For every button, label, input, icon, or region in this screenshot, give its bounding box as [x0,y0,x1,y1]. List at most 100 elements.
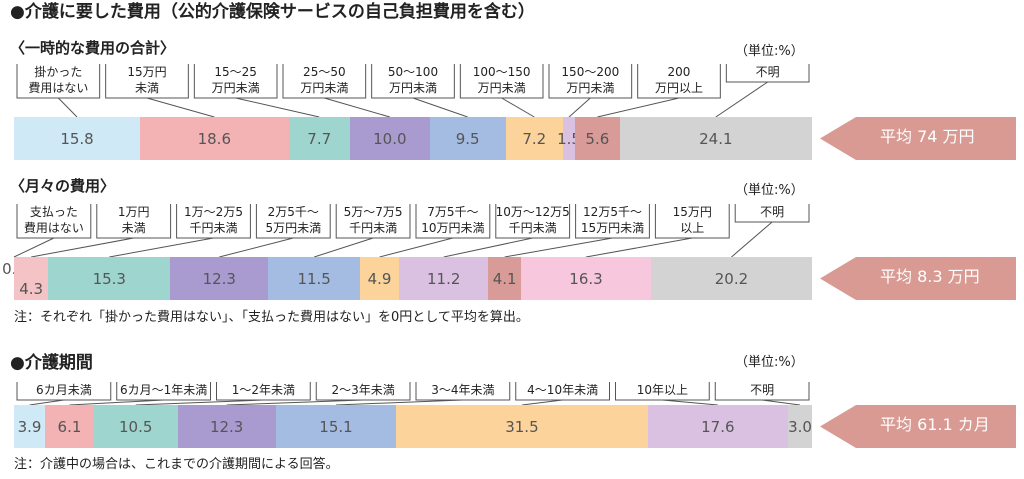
value-label: 18.6 [197,129,231,148]
leader-line [29,399,64,406]
bar-segment [788,405,812,448]
value-label: 3.0 [788,417,812,436]
value-label: 4.3 [19,279,44,298]
category-label: 7万5千～ 10万円未満 [421,205,485,235]
category-label: 12万5千～ 15万円未満 [580,205,645,235]
leader-line [412,97,468,118]
leader-line [324,97,390,118]
section-title: ●介護に要した費用（公的介護保険サービスの自己負担費用を含む） [10,2,535,22]
leader-line [548,64,633,99]
category-label: 2万5千～ 5万円未満 [265,205,322,235]
average-label: 平均 8.3 万円 [880,267,980,286]
leader-line [731,221,773,258]
bar-segment [268,257,360,300]
category-label: 4～10年未満 [527,383,599,397]
leader-line [568,97,591,118]
value-label: 12.3 [209,417,244,436]
value-label: 20.2 [714,269,749,288]
bar-segment [359,257,400,300]
leader-line [226,399,364,406]
value-label: 10.5 [118,417,153,436]
bar-segment [93,405,178,448]
value-label: 16.3 [569,269,603,288]
category-label: 10年以上 [636,383,689,397]
category-label: 25～50 万円未満 [300,65,349,95]
bar-segment [399,257,489,300]
leader-line [69,399,164,406]
bar-segment [275,405,397,448]
average-label: 平均 61.1 カ月 [880,415,990,434]
unit-label: （単位:%） [735,183,804,198]
value-label: 1.5 [557,129,581,148]
category-label: 15万円 以上 [672,205,712,235]
section-title: ●介護期間 [10,353,93,373]
leader-line [501,97,535,118]
leader-line [282,64,367,99]
value-label: 3.9 [17,417,42,436]
category-label: 不明 [755,65,780,79]
bar-segment [14,405,46,448]
leader-line [654,204,730,239]
value-label: 4.1 [492,269,517,288]
bar-segment [505,117,564,160]
value-label: 9.5 [455,129,480,148]
category-label: 15～25 万円未満 [211,65,260,95]
bar-segment [177,405,276,448]
subtitle: 〈月々の費用〉 [10,177,116,195]
value-label: 12.3 [202,269,236,288]
note: 注：介護中の場合は、これまでの介護期間による回答。 [14,457,339,472]
leader-line [715,81,768,118]
leader-line [193,64,278,99]
leader-line [521,399,563,406]
bar-segment [647,405,789,448]
leader-line [235,97,320,118]
subtitle: 〈一時的な費用の合計〉 [10,39,176,57]
leader-line [335,399,463,406]
category-label: 3～4年未満 [431,383,495,397]
average-label: 平均 74 万円 [880,127,975,146]
value-label: 4.9 [367,269,392,288]
average-badge [820,405,1016,448]
bar-segment [396,405,648,448]
bar-segment [349,117,430,160]
value-label: 7.7 [307,129,332,148]
category-label: 掛かった 費用はない [28,65,89,95]
value-label: 15.8 [60,129,94,148]
value-label: 24.1 [699,129,733,148]
leader-line [762,399,801,406]
leader-line [662,399,718,406]
category-label: 15万円 未満 [127,65,167,95]
average-badge [820,117,1016,160]
value-label: 6.1 [57,417,82,436]
leader-line [585,237,693,258]
category-label: 50～100 万円未満 [387,65,439,95]
bar-segment [429,117,506,160]
bar-segment [170,257,269,300]
category-label: 1～2年未満 [231,383,296,397]
leader-line [31,237,134,258]
leader-line [219,237,294,258]
value-label: 10.0 [373,129,407,148]
leader-line [146,97,215,118]
value-label: 7.2 [522,129,547,148]
leader-line [379,237,454,258]
leader-line [57,97,78,118]
average-badge [820,257,1016,300]
bar-segment [488,257,521,300]
value-label: 11.2 [426,269,461,288]
unit-label: （単位:%） [735,355,804,370]
category-label: 支払った 費用はない [23,205,84,235]
leader-line [13,237,55,258]
value-label: 15.3 [92,269,126,288]
bar-segment [650,257,812,300]
bar-segment [140,117,289,160]
leader-line [313,237,374,258]
category-label: 2～3年未満 [331,383,395,397]
leader-line [135,399,264,406]
value-label: 31.5 [505,417,539,436]
value-label: 11.5 [297,269,331,288]
note: 注：それぞれ「掛かった費用はない」、「支払った費用はない」を0円として平均を算出… [14,310,529,325]
leader-line [597,97,680,118]
